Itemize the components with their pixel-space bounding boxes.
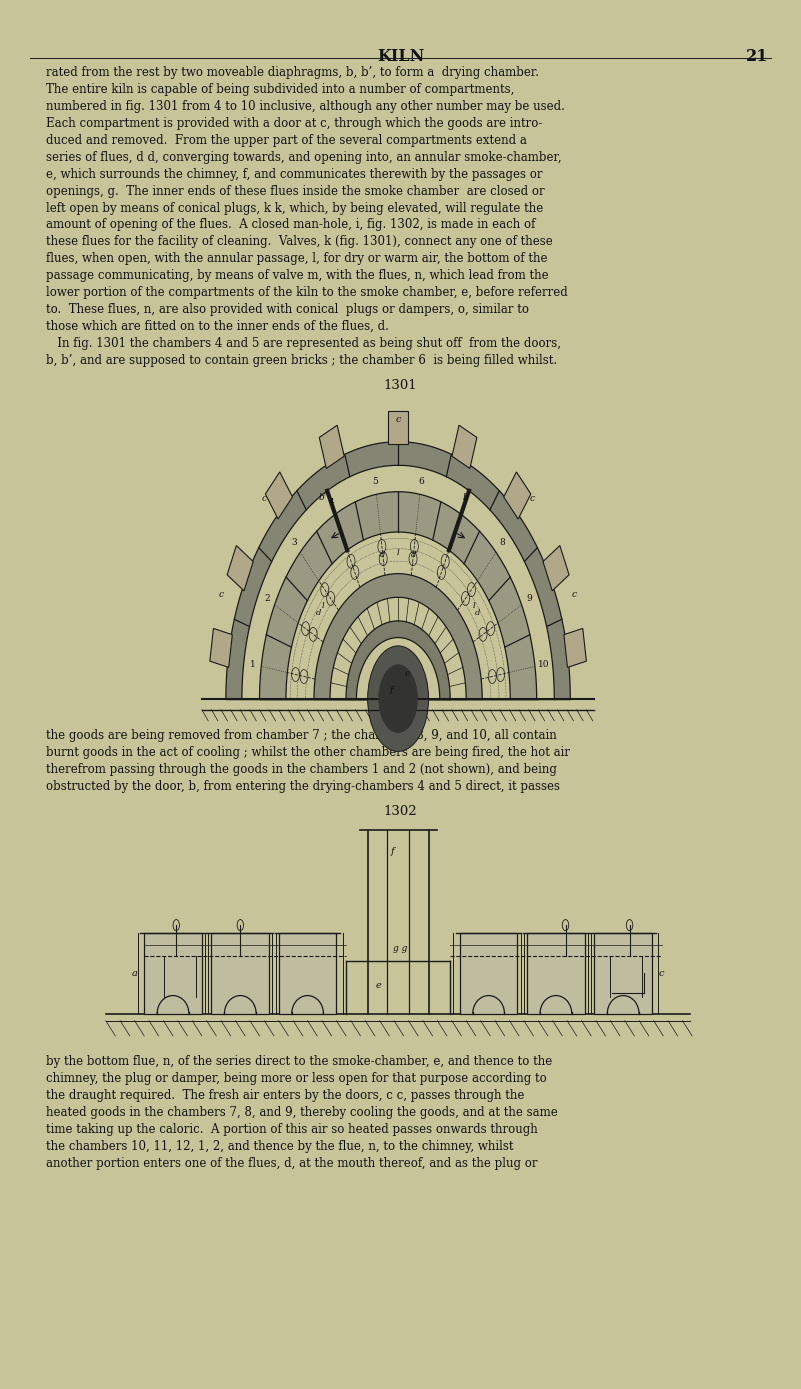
Text: chimney, the plug or damper, being more or less open for that purpose according : chimney, the plug or damper, being more … xyxy=(46,1072,547,1085)
Bar xyxy=(527,933,585,1014)
Text: f: f xyxy=(390,686,393,694)
Text: passage communicating, by means of valve m, with the flues, n, which lead from t: passage communicating, by means of valve… xyxy=(46,269,549,282)
Bar xyxy=(144,933,202,1014)
Text: f: f xyxy=(391,847,394,856)
Circle shape xyxy=(378,664,418,733)
Text: The entire kiln is capable of being subdivided into a number of compartments,: The entire kiln is capable of being subd… xyxy=(46,83,515,96)
Text: lower portion of the compartments of the kiln to the smoke chamber, e, before re: lower portion of the compartments of the… xyxy=(46,286,568,299)
Polygon shape xyxy=(320,425,344,468)
Text: a: a xyxy=(131,970,138,978)
Text: e: e xyxy=(375,982,381,990)
Text: the chambers 10, 11, 12, 1, 2, and thence by the flue, n, to the chimney, whilst: the chambers 10, 11, 12, 1, 2, and thenc… xyxy=(46,1140,514,1153)
Text: those which are fitted on to the inner ends of the flues, d.: those which are fitted on to the inner e… xyxy=(46,319,389,333)
Polygon shape xyxy=(564,628,586,667)
Polygon shape xyxy=(226,442,570,699)
Text: openings, g.  The inner ends of these flues inside the smoke chamber  are closed: openings, g. The inner ends of these flu… xyxy=(46,185,545,197)
Text: 1302: 1302 xyxy=(384,806,417,818)
Circle shape xyxy=(368,646,429,751)
Text: the goods are being removed from chamber 7 ; the chambers 8, 9, and 10, all cont: the goods are being removed from chamber… xyxy=(46,729,557,742)
Text: l: l xyxy=(473,601,475,610)
Text: 8: 8 xyxy=(500,539,505,547)
Bar xyxy=(279,933,336,1014)
Polygon shape xyxy=(504,472,531,519)
Text: d: d xyxy=(411,550,417,558)
Text: 1: 1 xyxy=(250,660,256,668)
Text: 9: 9 xyxy=(526,594,533,603)
Text: d: d xyxy=(380,550,385,558)
Text: 21: 21 xyxy=(746,47,768,65)
Text: duced and removed.  From the upper part of the several compartments extend a: duced and removed. From the upper part o… xyxy=(46,133,527,147)
Text: d: d xyxy=(475,608,480,617)
Polygon shape xyxy=(260,492,537,699)
Text: b': b' xyxy=(319,493,327,501)
Text: b: b xyxy=(462,493,469,501)
Text: the draught required.  The fresh air enters by the doors, c c, passes through th: the draught required. The fresh air ente… xyxy=(46,1089,525,1103)
Text: e, which surrounds the chimney, f, and communicates therewith by the passages or: e, which surrounds the chimney, f, and c… xyxy=(46,168,543,181)
Text: In fig. 1301 the chambers 4 and 5 are represented as being shut off  from the do: In fig. 1301 the chambers 4 and 5 are re… xyxy=(46,338,562,350)
Text: 5: 5 xyxy=(372,476,378,486)
Text: Each compartment is provided with a door at c, through which the goods are intro: Each compartment is provided with a door… xyxy=(46,117,543,129)
Bar xyxy=(594,933,652,1014)
Text: 6: 6 xyxy=(418,476,424,486)
Polygon shape xyxy=(210,628,232,667)
Text: heated goods in the chambers 7, 8, and 9, thereby cooling the goods, and at the : heated goods in the chambers 7, 8, and 9… xyxy=(46,1106,558,1120)
Polygon shape xyxy=(543,546,569,590)
Polygon shape xyxy=(314,574,482,699)
Text: c: c xyxy=(572,590,577,599)
Text: by the bottom flue, n, of the series direct to the smoke-chamber, e, and thence : by the bottom flue, n, of the series dir… xyxy=(46,1056,553,1068)
Text: 10: 10 xyxy=(538,660,549,668)
Polygon shape xyxy=(452,425,477,468)
Text: another portion enters one of the flues, d, at the mouth thereof, and as the plu: another portion enters one of the flues,… xyxy=(46,1157,538,1170)
Text: l: l xyxy=(396,549,400,557)
Text: amount of opening of the flues.  A closed man-hole, i, fig. 1302, is made in eac: amount of opening of the flues. A closed… xyxy=(46,218,536,232)
Text: e: e xyxy=(405,669,410,678)
Text: therefrom passing through the goods in the chambers 1 and 2 (not shown), and bei: therefrom passing through the goods in t… xyxy=(46,763,557,776)
Text: c: c xyxy=(396,415,400,424)
Text: KILN: KILN xyxy=(377,47,424,65)
Text: d: d xyxy=(316,608,321,617)
Text: g g: g g xyxy=(392,943,407,953)
Text: series of flues, d d, converging towards, and opening into, an annular smoke-cha: series of flues, d d, converging towards… xyxy=(46,151,562,164)
Text: 1301: 1301 xyxy=(384,379,417,392)
Text: to.  These flues, n, are also provided with conical  plugs or dampers, o, simila: to. These flues, n, are also provided wi… xyxy=(46,303,529,317)
Text: 4: 4 xyxy=(328,499,334,507)
Bar xyxy=(211,933,269,1014)
Text: l: l xyxy=(321,601,324,610)
Text: rated from the rest by two moveable diaphragms, b, b’, to form a  drying chamber: rated from the rest by two moveable diap… xyxy=(46,65,539,79)
Text: b, b’, and are supposed to contain green bricks ; the chamber 6  is being filled: b, b’, and are supposed to contain green… xyxy=(46,354,557,367)
Text: obstructed by the door, b, from entering the drying-chambers 4 and 5 direct, it : obstructed by the door, b, from entering… xyxy=(46,781,561,793)
Text: burnt goods in the act of cooling ; whilst the other chambers are being fired, t: burnt goods in the act of cooling ; whil… xyxy=(46,746,570,760)
Polygon shape xyxy=(346,621,450,699)
Text: c: c xyxy=(261,494,267,503)
Text: time taking up the caloric.  A portion of this air so heated passes onwards thro: time taking up the caloric. A portion of… xyxy=(46,1124,538,1136)
Text: c: c xyxy=(219,590,224,599)
Text: numbered in fig. 1301 from 4 to 10 inclusive, although any other number may be u: numbered in fig. 1301 from 4 to 10 inclu… xyxy=(46,100,566,113)
Text: 2: 2 xyxy=(264,594,270,603)
Bar xyxy=(460,933,517,1014)
Text: c: c xyxy=(659,970,664,978)
Polygon shape xyxy=(265,472,292,519)
Text: 3: 3 xyxy=(291,539,296,547)
Text: c: c xyxy=(529,494,535,503)
Polygon shape xyxy=(388,411,408,444)
Text: 7: 7 xyxy=(462,499,468,507)
Text: these flues for the facility of cleaning.  Valves, k (fig. 1301), connect any on: these flues for the facility of cleaning… xyxy=(46,235,553,249)
Polygon shape xyxy=(227,546,253,590)
Text: left open by means of conical plugs, k k, which, by being elevated, will regulat: left open by means of conical plugs, k k… xyxy=(46,201,544,214)
Text: flues, when open, with the annular passage, l, for dry or warm air, the bottom o: flues, when open, with the annular passa… xyxy=(46,253,548,265)
